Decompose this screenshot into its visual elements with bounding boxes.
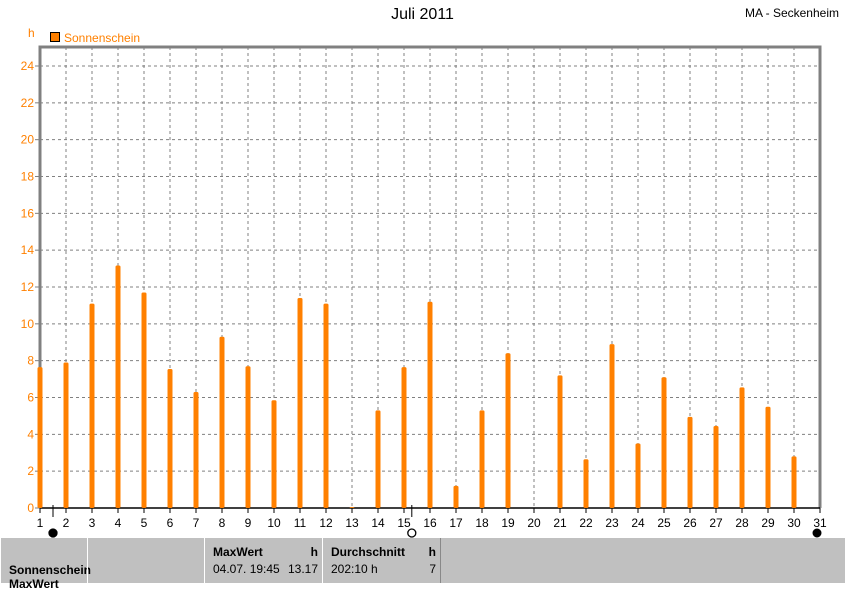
x-tick-label: 22 bbox=[579, 516, 593, 530]
bar-day-3 bbox=[89, 303, 95, 508]
bar-day-8 bbox=[219, 336, 225, 508]
bar-day-9 bbox=[245, 366, 251, 508]
bar-day-26 bbox=[687, 416, 693, 508]
row-label-2: MaxWert bbox=[9, 577, 59, 591]
x-tick-label: 16 bbox=[423, 516, 437, 530]
bar-day-18 bbox=[479, 410, 485, 508]
legend-label: Sonnenschein bbox=[64, 31, 140, 45]
bar-day-15 bbox=[401, 367, 407, 508]
y-tick-label: 2 bbox=[27, 464, 34, 478]
chart-title: Juli 2011 bbox=[391, 6, 454, 23]
bar-day-25 bbox=[661, 377, 667, 508]
avg-unit: h bbox=[428, 545, 436, 559]
x-tick-label: 31 bbox=[813, 516, 827, 530]
x-tick-label: 27 bbox=[709, 516, 723, 530]
x-tick-label: 23 bbox=[605, 516, 619, 530]
x-tick-label: 30 bbox=[787, 516, 801, 530]
x-tick-label: 19 bbox=[501, 516, 515, 530]
x-tick-label: 2 bbox=[63, 516, 70, 530]
row-label: Sonnenschein bbox=[9, 563, 92, 577]
y-tick-label: 0 bbox=[27, 501, 34, 515]
x-tick-label: 24 bbox=[631, 516, 645, 530]
bar-day-12 bbox=[323, 303, 329, 508]
station-name: MA - Seckenheim bbox=[744, 6, 839, 20]
y-tick-label: 8 bbox=[27, 354, 34, 368]
x-tick-label: 18 bbox=[475, 516, 489, 530]
bar-day-23 bbox=[609, 344, 615, 508]
x-tick-label: 29 bbox=[761, 516, 775, 530]
x-tick-label: 13 bbox=[345, 516, 359, 530]
y-tick-label: 6 bbox=[27, 391, 34, 405]
x-tick-label: 11 bbox=[294, 516, 307, 530]
empty-cell bbox=[87, 538, 205, 583]
max-header: MaxWert bbox=[213, 545, 263, 559]
x-tick-label: 3 bbox=[89, 516, 96, 530]
new-moon-icon bbox=[812, 528, 822, 538]
bar-day-14 bbox=[375, 410, 381, 508]
x-tick-label: 7 bbox=[193, 516, 200, 530]
x-tick-label: 5 bbox=[141, 516, 148, 530]
x-tick-label: 28 bbox=[735, 516, 749, 530]
bar-day-30 bbox=[791, 456, 797, 508]
x-tick-label: 12 bbox=[319, 516, 333, 530]
y-axis-unit: h bbox=[28, 26, 35, 40]
new-moon-icon bbox=[48, 528, 58, 538]
x-tick-label: 8 bbox=[219, 516, 226, 530]
bar-day-5 bbox=[141, 292, 147, 508]
avg-value: 7 bbox=[429, 562, 436, 576]
x-tick-label: 6 bbox=[167, 516, 174, 530]
y-tick-label: 24 bbox=[21, 59, 35, 73]
bar-day-22 bbox=[583, 459, 589, 508]
avg-total: 202:10 h bbox=[331, 562, 378, 576]
bar-day-17 bbox=[453, 485, 459, 508]
bar-day-16 bbox=[427, 301, 433, 508]
avg-cell: Durchschnitt h 202:10 h 7 bbox=[322, 538, 441, 583]
x-tick-label: 15 bbox=[397, 516, 411, 530]
bar-day-10 bbox=[271, 400, 277, 508]
x-tick-label: 9 bbox=[245, 516, 252, 530]
x-tick-label: 1 bbox=[37, 516, 44, 530]
y-tick-label: 18 bbox=[21, 170, 35, 184]
x-tick-label: 25 bbox=[657, 516, 671, 530]
avg-header: Durchschnitt bbox=[331, 545, 406, 559]
x-tick-label: 20 bbox=[527, 516, 541, 530]
row-label-cell: Sonnenschein MaxWert bbox=[0, 538, 92, 591]
bar-day-27 bbox=[713, 426, 719, 508]
y-tick-label: 20 bbox=[21, 133, 35, 147]
bar-day-2 bbox=[63, 362, 69, 508]
bar-day-13 bbox=[349, 507, 355, 508]
summary-panel: Sonnenschein MaxWert MaxWert h 04.07. 19… bbox=[0, 538, 845, 591]
bar-day-6 bbox=[167, 368, 173, 508]
legend-swatch bbox=[50, 32, 60, 42]
plot-frame bbox=[38, 45, 822, 508]
bar-day-24 bbox=[635, 443, 641, 508]
bar-day-28 bbox=[739, 387, 745, 508]
y-tick-label: 12 bbox=[21, 280, 35, 294]
y-tick-label: 10 bbox=[21, 317, 35, 331]
max-date: 04.07. 19:45 bbox=[213, 562, 280, 576]
x-tick-label: 4 bbox=[115, 516, 122, 530]
bar-day-1 bbox=[37, 367, 43, 508]
y-tick-label: 14 bbox=[21, 243, 35, 257]
bar-day-7 bbox=[193, 391, 199, 508]
y-tick-label: 22 bbox=[21, 96, 35, 110]
x-tick-label: 14 bbox=[371, 516, 385, 530]
bar-day-21 bbox=[557, 375, 563, 508]
y-tick-label: 4 bbox=[27, 427, 34, 441]
bar-day-4 bbox=[115, 265, 121, 508]
x-tick-label: 26 bbox=[683, 516, 697, 530]
x-tick-label: 21 bbox=[553, 516, 567, 530]
bar-day-29 bbox=[765, 406, 771, 508]
x-tick-label: 17 bbox=[449, 516, 463, 530]
max-value: 13.17 bbox=[287, 562, 318, 576]
y-tick-label: 16 bbox=[21, 206, 35, 220]
bar-day-11 bbox=[297, 298, 303, 508]
x-tick-label: 10 bbox=[267, 516, 281, 530]
full-moon-icon bbox=[407, 528, 417, 538]
max-cell: MaxWert h 04.07. 19:45 13.17 bbox=[204, 538, 323, 583]
bar-day-19 bbox=[505, 353, 511, 508]
max-unit: h bbox=[310, 545, 318, 559]
